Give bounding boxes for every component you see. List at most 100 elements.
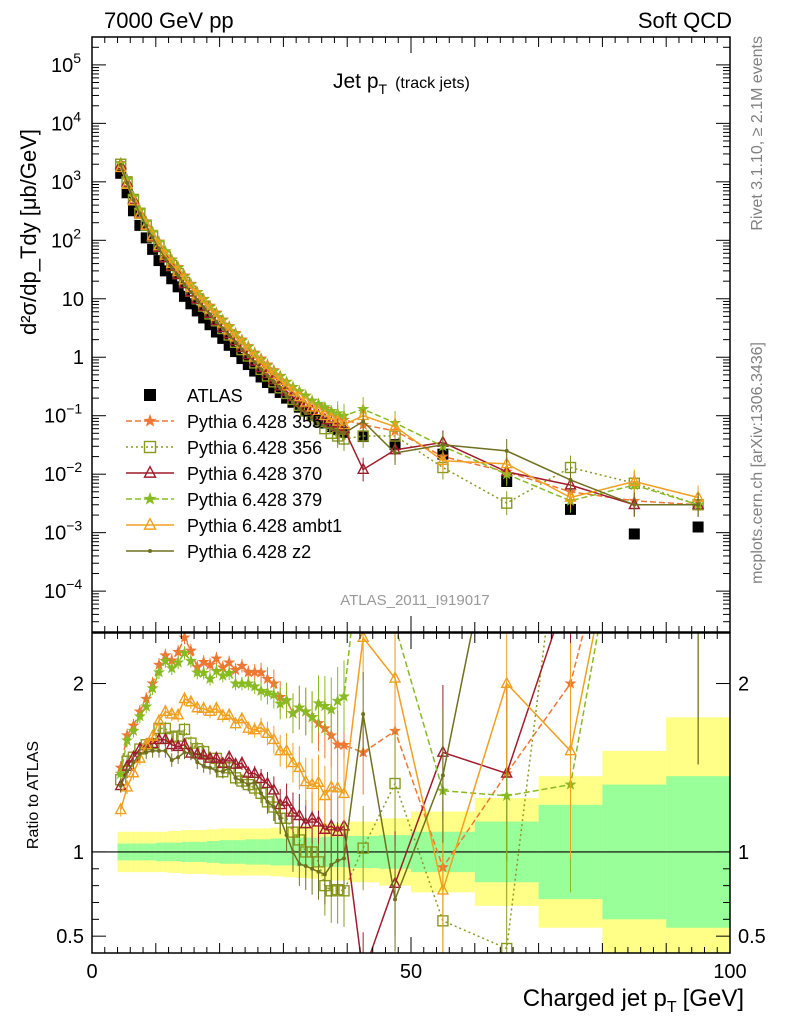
ratio-point [233,775,238,780]
legend-entry: Pythia 6.428 356 [126,438,322,458]
ratio-point [254,684,268,697]
ratio-point [271,805,276,810]
ratio-point [305,811,319,823]
ratio-point [254,720,268,732]
ratio-point [261,726,274,739]
mc-point [146,228,159,241]
legend-entry: Pythia 6.428 ambt1 [126,516,342,536]
analysis-label: ATLAS_2011_I919017 [340,592,490,609]
mc-point [504,448,509,453]
y-tick-label: 104 [51,108,81,135]
ratio-point [220,769,225,774]
ratio-point [500,676,513,688]
data-point [166,273,178,285]
data-point [185,298,197,310]
mc-point [242,340,255,353]
ratio-point [197,747,210,760]
ratio-point [188,751,193,756]
ratio-point [286,805,300,817]
ratio-point [210,701,223,713]
ratio-point [118,783,123,788]
data-point [249,365,261,377]
ratio-point [252,780,257,785]
ratio-point [227,765,232,770]
mc-point [303,411,308,416]
ratio-point [159,704,172,717]
mc-point [259,367,264,372]
ratio-point [120,779,134,792]
ratio-point [214,768,219,773]
data-point [223,339,235,351]
mc-point [233,340,238,345]
ratio-point [337,690,351,702]
ratio-point [293,808,306,821]
ratio-y-tick-label-right: 1 [738,842,749,864]
ratio-point [182,750,187,755]
mc-point [133,206,147,219]
ratio-point [318,699,331,712]
ratio-point [197,666,210,678]
axis-ticks [91,37,731,953]
ratio-point [144,750,149,755]
ratio-point [242,721,255,733]
ratio-point [331,738,344,750]
x-axis-label: Charged jet pT [GeV] [523,985,744,1016]
mc-point [227,333,232,338]
ratio-point [133,709,146,722]
ratio-point [146,681,159,694]
data-point [147,243,159,255]
ratio-point [267,688,280,700]
data-point [121,187,133,199]
ratio-point [261,776,274,789]
ratio-point [299,705,312,717]
mc-point [284,393,289,398]
y-tick-label: 10 [62,289,84,311]
ratio-point [322,872,327,877]
ratio-point [501,942,513,953]
main-panel-series [114,156,705,540]
mc-point [150,235,155,240]
ratio-point [159,654,172,667]
mc-point [568,477,573,482]
data-point [179,290,191,302]
ratio-point [172,645,185,658]
ratio-point [389,777,401,790]
ratio-point [278,816,283,821]
ratio-point [150,748,155,753]
legend-marker [143,492,157,505]
mc-point [316,421,321,426]
ratio-point [248,679,261,692]
ratio-point [152,665,166,678]
ratio-point [178,691,191,704]
y-tick-label: 10−3 [44,518,82,545]
ratio-point [335,858,340,863]
mc-point [388,419,402,432]
ratio-point [229,757,242,769]
ratio-point [388,671,402,683]
data-point [140,232,152,244]
ratio-point [500,789,513,802]
x-tick-label: 50 [400,961,422,983]
ratio-point [436,882,450,895]
ratio-point [156,748,161,753]
rivet-version-label: Rivet 3.1.10, ≥ 2.1M events [749,36,766,231]
ratio-point [172,656,185,668]
ratio-series-pythia-6-428-z2 [118,633,699,952]
mc-point [131,197,136,202]
legend: ATLAS Pythia 6.428 355 Pythia 6.428 356 Pyt… [126,386,342,562]
ratio-y-axis-label: Ratio to ATLAS [25,741,42,849]
ratio-point [280,794,293,806]
data-point [153,255,165,267]
legend-label: Pythia 6.428 370 [187,464,322,484]
ratio-point [197,701,210,714]
ratio-point [195,760,200,765]
legend-label: Pythia 6.428 356 [187,438,322,458]
mc-point [261,361,274,374]
data-point [230,346,242,358]
ratio-point [267,732,280,745]
ratio-y-tick-label: 1 [73,842,84,864]
ratio-point [331,780,344,793]
mc-point [208,312,213,317]
mc-point [201,305,206,310]
